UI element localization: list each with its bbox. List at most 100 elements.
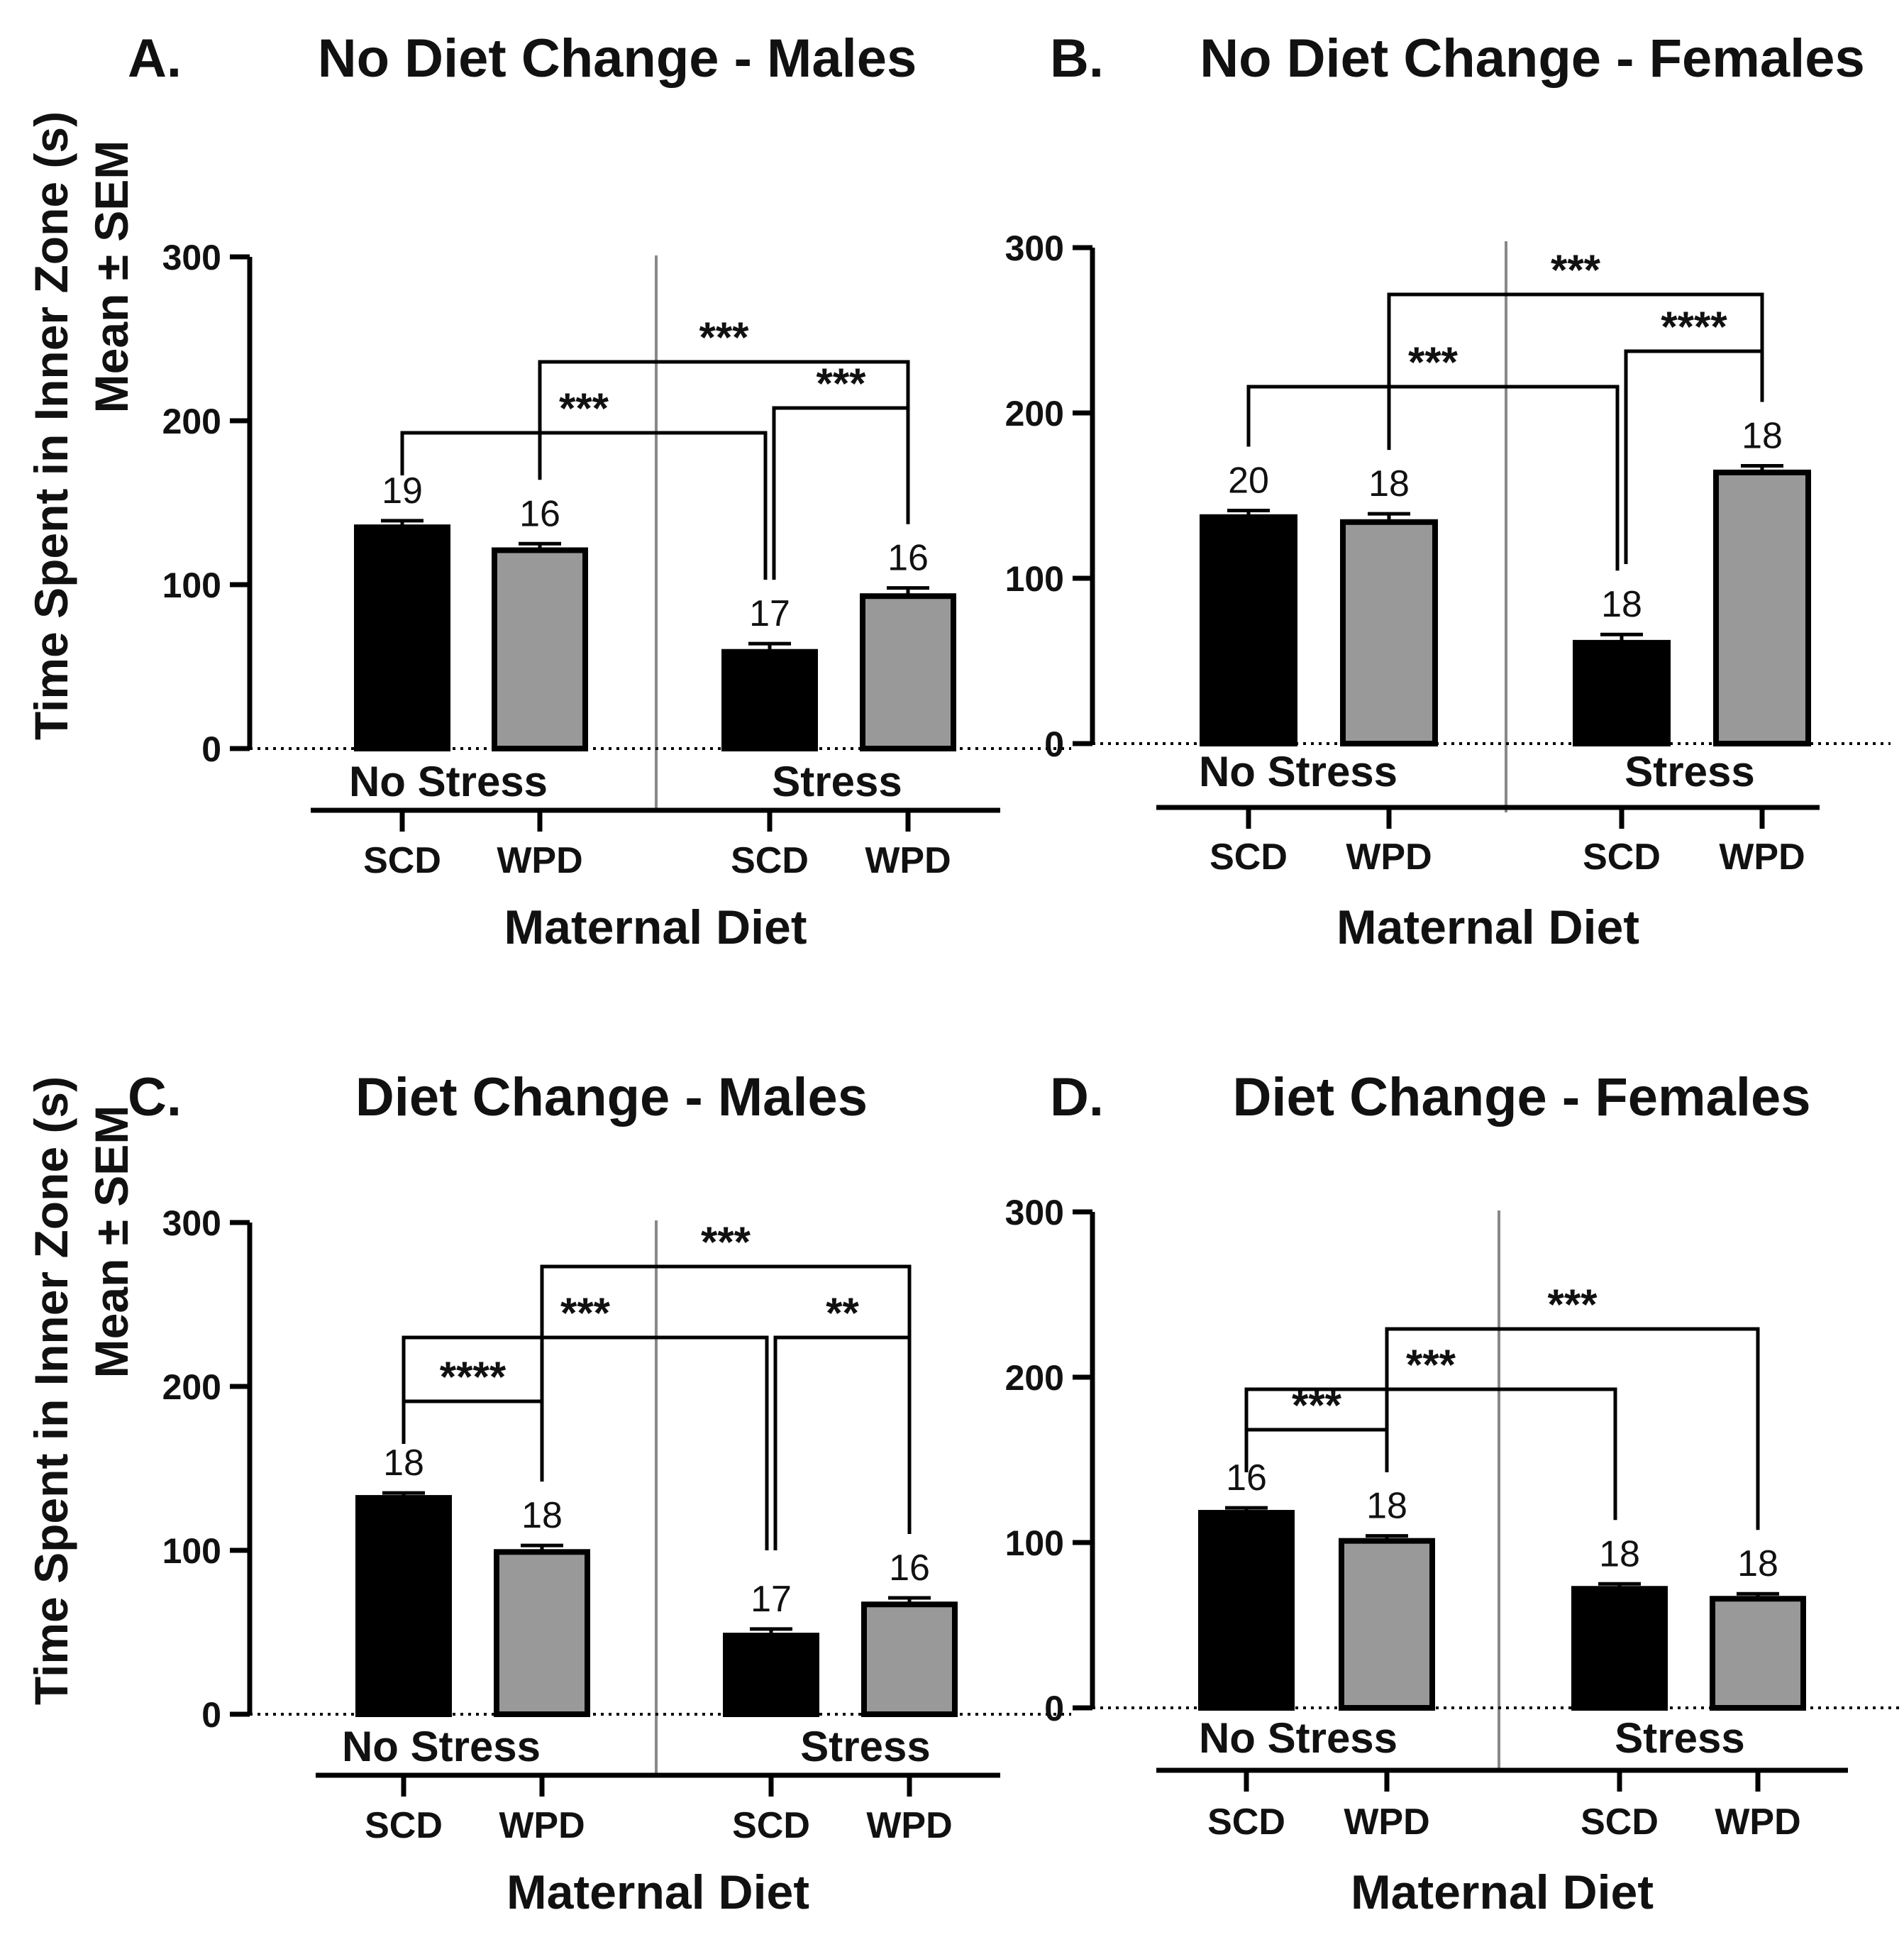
x-category-label: SCD [1210, 837, 1288, 878]
group-label: No Stress [1199, 748, 1397, 795]
significance-bracket [1385, 1327, 1760, 1530]
n-label: 17 [749, 593, 790, 634]
y-tick-label: 0 [201, 729, 221, 769]
group-label: Stress [772, 758, 902, 805]
significance-label: *** [1551, 246, 1601, 294]
n-label: 19 [382, 470, 423, 512]
x-axis-title: Maternal Diet [1336, 900, 1639, 954]
significance-label: **** [1661, 303, 1727, 351]
y-tick-label: 200 [162, 1367, 221, 1407]
bar [721, 649, 818, 752]
x-axis-title: Maternal Diet [507, 1865, 809, 1919]
y-tick-label: 200 [1005, 1358, 1064, 1398]
x-axis-title: Maternal Diet [504, 900, 807, 954]
y-tick-label: 0 [201, 1695, 221, 1735]
y-tick-label: 200 [1005, 394, 1064, 434]
bar [1339, 1538, 1435, 1711]
n-label: 16 [519, 493, 560, 534]
x-category-label: SCD [1581, 1802, 1659, 1843]
significance-label: *** [1406, 1341, 1456, 1389]
significance-label: **** [440, 1353, 507, 1401]
group-label: No Stress [1199, 1714, 1397, 1762]
y-tick-label: 300 [1005, 1193, 1064, 1232]
group-label: Stress [1625, 748, 1754, 795]
x-category-label: SCD [732, 1805, 810, 1846]
panel-letter: A. [128, 28, 182, 89]
panel-a: A. No Diet Change - Males 0 100 200 300 19 16 17… [128, 28, 1071, 954]
significance-label: *** [1547, 1281, 1598, 1328]
significance-bracket [538, 360, 910, 524]
bar [1198, 1510, 1295, 1711]
bar [1713, 469, 1811, 746]
bar [1340, 519, 1438, 747]
significance-bracket [540, 1264, 912, 1479]
n-label: 18 [1601, 584, 1642, 625]
panel-title: Diet Change - Females [1232, 1067, 1810, 1127]
significance-bracket [1244, 1428, 1389, 1472]
significance-bracket [402, 1399, 544, 1482]
y-tick-label: 0 [1044, 724, 1064, 764]
y-axis-label-line1: Time Spent in Inner Zone (s) [25, 1076, 77, 1705]
y-tick-label: 300 [1005, 228, 1064, 268]
bar [723, 1633, 819, 1718]
significance-label: *** [560, 1289, 611, 1337]
y-tick-label: 100 [162, 566, 221, 605]
n-label: 18 [1742, 416, 1783, 457]
bar [494, 1549, 590, 1718]
panel-letter: D. [1050, 1067, 1104, 1127]
significance-bracket [1387, 292, 1764, 451]
group-label: Stress [800, 1723, 930, 1770]
n-label: 18 [383, 1442, 424, 1484]
significance-label: *** [816, 360, 866, 407]
significance-label: *** [1408, 338, 1459, 386]
panel-title: Diet Change - Males [355, 1067, 868, 1127]
y-tick-label: 100 [1005, 1523, 1064, 1563]
panel-title: No Diet Change - Females [1200, 28, 1865, 89]
significance-bracket [402, 1335, 769, 1550]
bar [1571, 1586, 1668, 1711]
group-label: No Stress [349, 758, 548, 805]
n-label: 18 [521, 1495, 563, 1536]
bar [354, 524, 450, 752]
n-label: 18 [1366, 1486, 1407, 1527]
y-axis-label-line2: Mean ± SEM [85, 140, 138, 414]
x-category-label: WPD [866, 1805, 952, 1846]
n-label: 17 [751, 1579, 792, 1620]
x-category-label: WPD [1344, 1802, 1429, 1843]
bar [1573, 639, 1671, 746]
n-label: 16 [889, 1547, 930, 1589]
x-category-label: SCD [363, 840, 441, 881]
significance-label: *** [559, 385, 609, 432]
x-axis-title: Maternal Diet [1351, 1865, 1654, 1919]
x-category-label: WPD [499, 1805, 585, 1846]
n-label: 18 [1368, 463, 1410, 504]
significance-label: *** [699, 314, 749, 361]
bar [861, 1601, 958, 1717]
group-label: Stress [1615, 1714, 1744, 1762]
bar [1200, 514, 1297, 746]
x-category-label: WPD [865, 840, 951, 881]
significance-bracket [1244, 1387, 1617, 1521]
x-category-label: WPD [497, 840, 582, 881]
significance-label: ** [826, 1289, 859, 1337]
n-label: 18 [1737, 1543, 1778, 1584]
bar [355, 1495, 452, 1718]
panel-letter: B. [1050, 28, 1104, 89]
group-label: No Stress [342, 1723, 541, 1770]
y-tick-label: 100 [162, 1531, 221, 1571]
x-category-label: SCD [1583, 837, 1661, 878]
x-category-label: SCD [365, 1805, 443, 1846]
panel-b: B. No Diet Change - Females 0 100 200 300 20 18… [1005, 28, 1891, 954]
x-category-label: WPD [1719, 837, 1805, 878]
x-category-label: WPD [1346, 837, 1432, 878]
panel-title: No Diet Change - Males [318, 28, 917, 89]
x-category-label: SCD [1207, 1802, 1285, 1843]
x-category-label: SCD [731, 840, 809, 881]
bar [492, 547, 588, 751]
significance-bracket [1246, 385, 1620, 571]
n-label: 18 [1599, 1533, 1640, 1574]
x-category-label: WPD [1715, 1802, 1800, 1843]
y-axis-label-line1: Time Spent in Inner Zone (s) [25, 111, 77, 740]
